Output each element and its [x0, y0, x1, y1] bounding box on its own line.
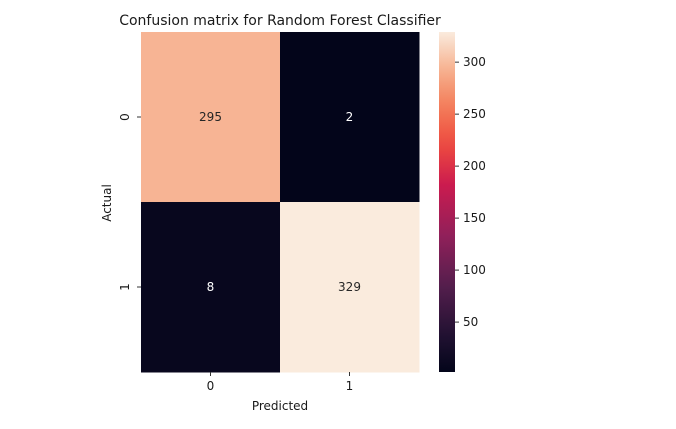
heatmap-cells [141, 32, 420, 373]
y-tick-label: 0 [118, 113, 132, 121]
cell-value-1-0: 8 [207, 280, 215, 294]
colorbar-tick-label: 50 [463, 315, 478, 329]
colorbar-tick-label: 150 [463, 211, 486, 225]
colorbar-tick-label: 200 [463, 159, 486, 173]
x-axis-label: Predicted [252, 399, 308, 413]
x-tick-label: 0 [207, 379, 215, 393]
cell-value-0-0: 295 [199, 110, 222, 124]
y-tick-label: 1 [118, 283, 132, 291]
y-axis-label: Actual [100, 184, 114, 222]
colorbar-tick-label: 300 [463, 55, 486, 69]
heatmap-cell-0-1 [280, 32, 420, 203]
y-axis-ticks: 01 [118, 113, 141, 291]
colorbar-tick-label: 250 [463, 107, 486, 121]
chart-title: Confusion matrix for Random Forest Class… [119, 13, 441, 29]
heatmap-annotations: 295 2 8 329 [199, 110, 361, 294]
heatmap-cell-1-1 [280, 202, 420, 373]
colorbar-ticks: 50 100 150 200 250 300 [455, 55, 486, 329]
cell-value-0-1: 2 [346, 110, 354, 124]
cell-value-1-1: 329 [338, 280, 361, 294]
colorbar [439, 32, 455, 372]
colorbar-tick-label: 100 [463, 263, 486, 277]
heatmap-cell-0-0 [141, 32, 281, 203]
heatmap-cell-1-0 [141, 202, 281, 373]
x-tick-label: 1 [346, 379, 354, 393]
